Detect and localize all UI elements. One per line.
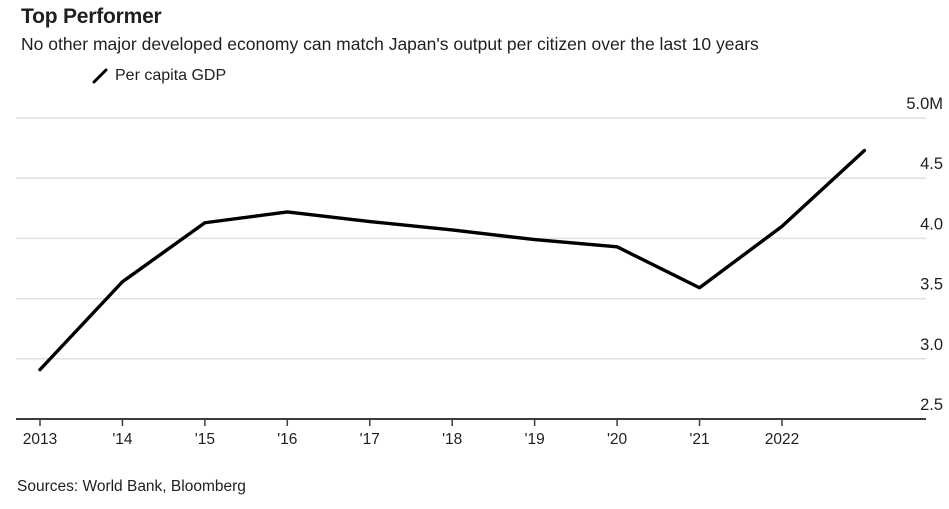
x-axis-label: 2013 bbox=[23, 431, 57, 448]
legend-label: Per capita GDP bbox=[115, 67, 227, 84]
x-axis-label: '19 bbox=[525, 431, 545, 448]
per-capita-gdp-line bbox=[38, 148, 867, 372]
x-axis-label: '17 bbox=[360, 431, 380, 448]
line-series-icon bbox=[92, 68, 108, 84]
y-axis-label: 3.0 bbox=[920, 336, 943, 354]
chart-subtitle: No other major developed economy can mat… bbox=[21, 34, 759, 54]
y-axis-label: 4.5 bbox=[920, 155, 943, 173]
y-axis-label: 5.0M bbox=[906, 95, 943, 113]
x-axis-label: '18 bbox=[442, 431, 462, 448]
x-axis-label: '20 bbox=[607, 431, 628, 448]
legend: Per capita GDP bbox=[92, 67, 226, 85]
y-axis-label: 2.5 bbox=[920, 396, 943, 414]
x-axis-label: '16 bbox=[277, 431, 297, 448]
y-axis-label: 4.0 bbox=[920, 215, 943, 233]
x-axis-label: '14 bbox=[112, 431, 133, 448]
x-axis-label: 2022 bbox=[765, 431, 799, 448]
y-axis-label: 3.5 bbox=[920, 276, 943, 294]
chart-title: Top Performer bbox=[21, 5, 162, 28]
sources-note: Sources: World Bank, Bloomberg bbox=[17, 478, 246, 495]
x-axis-label: '21 bbox=[689, 431, 709, 448]
x-axis-label: '15 bbox=[195, 431, 215, 448]
